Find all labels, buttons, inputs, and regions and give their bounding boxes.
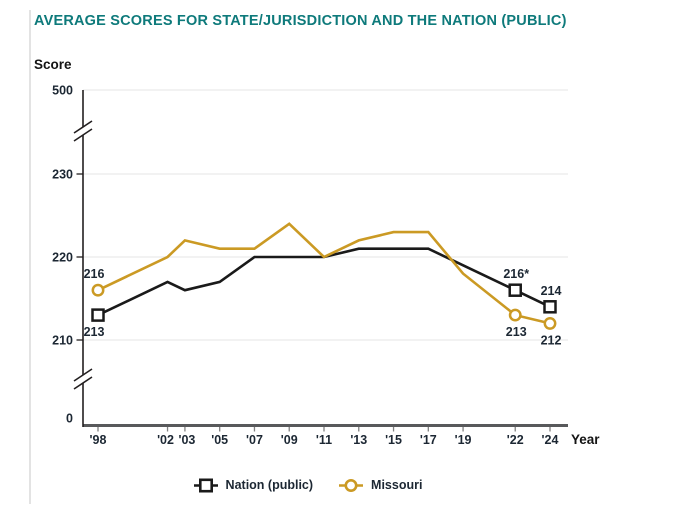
missouri-point-marker — [543, 316, 557, 330]
nation-legend-square — [198, 477, 213, 492]
x-axis-title: Year — [571, 432, 600, 447]
nation-legend-marker-icon — [193, 477, 218, 492]
legend-item-nation: Nation (public) — [193, 477, 314, 493]
data-point-label: 213 — [506, 325, 527, 339]
nation-point-marker — [543, 300, 557, 314]
x-tick-label: '24 — [542, 433, 559, 447]
data-point-label: 212 — [541, 333, 562, 347]
x-tick-label: '07 — [246, 433, 263, 447]
axis-break-slash — [73, 376, 93, 390]
y-tick-label: 500 — [52, 84, 73, 98]
x-tick-label: '05 — [211, 433, 228, 447]
x-tick-label: '17 — [420, 433, 437, 447]
axis-break-slash — [73, 128, 93, 142]
missouri-point-marker — [508, 308, 522, 322]
x-tick-label: '15 — [385, 433, 402, 447]
x-tick-label: '03 — [178, 433, 195, 447]
legend-label-missouri: Missouri — [371, 478, 423, 492]
nation-point-marker — [91, 308, 105, 322]
data-point-label: 214 — [541, 284, 562, 298]
page-title: AVERAGE SCORES FOR STATE/JURISDICTION AN… — [34, 13, 567, 29]
y-tick-label: 210 — [52, 334, 73, 348]
chart-legend: Nation (public) Missouri — [83, 476, 533, 494]
x-tick-label: '02 — [157, 433, 174, 447]
nation-point-marker — [508, 283, 522, 297]
missouri-point-marker — [91, 283, 105, 297]
missouri-legend-circle — [344, 478, 358, 492]
data-point-label: 216 — [84, 267, 105, 281]
x-tick-label: '11 — [316, 433, 332, 447]
missouri-legend-marker-icon — [339, 478, 364, 492]
page-left-border — [29, 10, 31, 504]
axis-break-slash — [73, 120, 93, 134]
y-tick-label: 0 — [66, 412, 73, 426]
axis-break-slash — [73, 368, 93, 382]
x-tick-label: '19 — [455, 433, 472, 447]
y-tick-label: 220 — [52, 251, 73, 265]
data-point-label: 216* — [503, 267, 529, 281]
axis-break-gap — [72, 370, 94, 388]
y-tick-label: 230 — [52, 168, 73, 182]
x-tick-label: '13 — [350, 433, 367, 447]
series-line-missouri — [97, 222, 551, 325]
x-tick-label: '98 — [90, 433, 107, 447]
data-point-label: 213 — [84, 325, 105, 339]
y-axis-title: Score — [34, 57, 72, 72]
x-tick-label: '09 — [281, 433, 298, 447]
legend-item-missouri: Missouri — [339, 478, 422, 493]
legend-label-nation: Nation (public) — [225, 478, 314, 492]
axis-break-gap — [72, 122, 94, 140]
x-tick-label: '22 — [507, 433, 524, 447]
